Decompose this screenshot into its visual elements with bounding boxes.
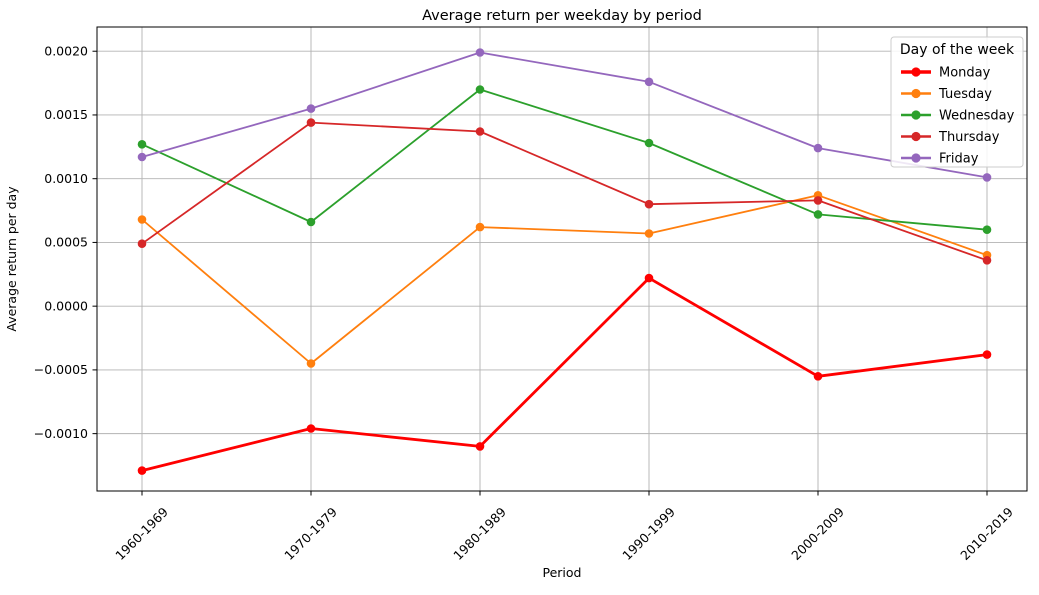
y-tick-label: 0.0020: [44, 43, 88, 58]
plot-frame: [96, 26, 1028, 492]
y-tick-label: −0.0010: [34, 426, 88, 441]
data-point-tuesday: [644, 229, 654, 238]
data-point-monday: [137, 466, 147, 475]
legend-item-label: Monday: [939, 65, 991, 80]
legend-item-label: Wednesday: [939, 108, 1015, 123]
data-point-monday: [306, 424, 316, 433]
data-point-friday: [813, 143, 823, 153]
data-point-monday: [813, 372, 823, 381]
data-point-thursday: [137, 239, 147, 248]
legend-swatch-marker: [911, 153, 921, 163]
x-tick-labels: 1960-1969 1970-1979 1980-1989 1990-1999 2000…: [112, 504, 1016, 563]
x-tick-label: 2000-2009: [788, 504, 847, 563]
y-tick-labels: 0.0020 0.0015 0.0010 0.0005 0.0000 −0.0005 −0.…: [34, 43, 88, 440]
data-point-thursday: [306, 118, 316, 127]
legend-swatch-marker: [911, 131, 921, 142]
series-line-thursday: [141, 121, 988, 262]
data-point-friday: [306, 104, 316, 113]
data-point-wednesday: [813, 210, 823, 219]
data-point-wednesday: [982, 225, 992, 234]
chart-title: Average return per weekday by period: [422, 8, 702, 24]
legend-title: Day of the week: [900, 42, 1015, 58]
data-point-wednesday: [475, 85, 485, 94]
y-axis-label: Average return per day: [4, 186, 19, 332]
series-line-tuesday: [141, 194, 988, 365]
y-tick-label: 0.0015: [44, 107, 88, 122]
data-point-thursday: [475, 127, 485, 136]
legend-item-friday: Friday: [901, 151, 979, 166]
grid-lines: [97, 27, 1027, 491]
legend-item-label: Tuesday: [938, 87, 992, 102]
x-axis-label: Period: [543, 565, 582, 580]
data-point-friday: [475, 48, 485, 57]
x-tick-label: 1960-1969: [112, 504, 171, 563]
legend-swatch-marker: [911, 110, 921, 120]
axis-ticks: [92, 50, 988, 496]
data-point-thursday: [982, 255, 992, 265]
legend-item-label: Friday: [939, 151, 979, 166]
data-point-monday: [982, 350, 992, 359]
legend-item-tuesday: Tuesday: [901, 87, 992, 102]
data-point-monday: [475, 442, 485, 451]
y-tick-label: −0.0005: [34, 362, 88, 377]
x-tick-label: 1990-1999: [619, 504, 678, 563]
x-tick-label: 1970-1979: [281, 504, 340, 563]
x-tick-label: 2010-2019: [957, 504, 1016, 563]
y-tick-label: 0.0005: [44, 235, 88, 250]
series-line-monday: [140, 276, 989, 473]
data-point-thursday: [813, 196, 823, 205]
data-point-thursday: [644, 199, 654, 209]
data-series: [137, 48, 992, 475]
data-point-wednesday: [137, 140, 147, 149]
legend: Day of the week Monday Tuesday Wednesday Thu…: [890, 36, 1024, 168]
legend-box: [890, 36, 1024, 168]
data-point-tuesday: [306, 359, 316, 368]
data-point-wednesday: [644, 138, 654, 148]
legend-swatch-marker: [911, 67, 921, 77]
legend-item-thursday: Thursday: [901, 130, 1000, 145]
data-point-friday: [137, 152, 147, 162]
data-point-friday: [982, 173, 992, 182]
legend-swatch-marker: [911, 88, 921, 99]
y-tick-label: 0.0010: [44, 171, 88, 186]
y-tick-label: 0.0000: [44, 298, 88, 313]
legend-item-wednesday: Wednesday: [901, 108, 1015, 123]
data-point-wednesday: [306, 217, 316, 227]
plot-border: [96, 26, 1028, 492]
data-point-monday: [644, 273, 654, 283]
x-tick-label: 1980-1989: [450, 504, 509, 563]
data-point-friday: [644, 77, 654, 87]
legend-item-label: Thursday: [938, 130, 1000, 145]
legend-item-monday: Monday: [901, 65, 991, 80]
series-line-friday: [141, 51, 988, 179]
data-point-tuesday: [137, 215, 147, 224]
data-point-tuesday: [475, 222, 485, 232]
series-line-wednesday: [141, 88, 988, 231]
